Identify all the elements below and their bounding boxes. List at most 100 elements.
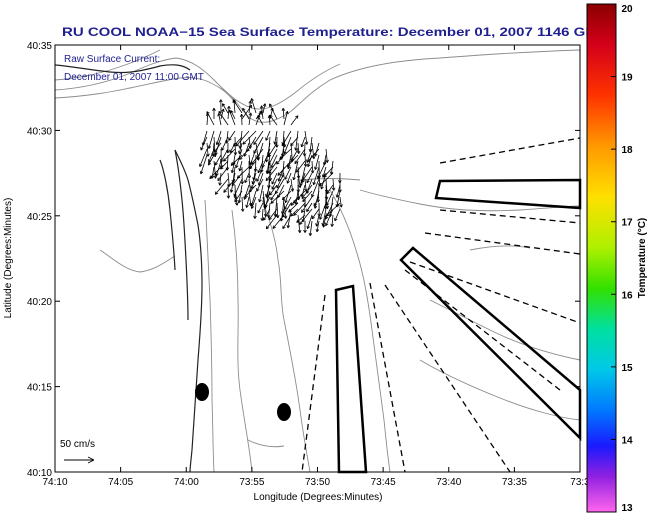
current-vector — [306, 172, 313, 184]
current-vector — [322, 214, 327, 228]
current-vector — [286, 208, 292, 229]
current-vector — [228, 109, 236, 126]
current-vector — [339, 196, 343, 208]
current-vector — [290, 178, 295, 192]
current-vector — [273, 130, 278, 145]
chart-title: RU COOL NOAA−15 Sea Surface Temperature:… — [62, 25, 608, 39]
scale-label: 50 cm/s — [60, 439, 95, 450]
y-tick-label: 40:20 — [27, 297, 52, 308]
current-vector — [259, 105, 264, 120]
current-vector — [325, 208, 334, 226]
current-vector — [238, 160, 243, 172]
current-vector — [263, 196, 271, 209]
current-vector — [277, 166, 285, 182]
current-vector — [250, 196, 257, 209]
current-vector — [265, 130, 271, 141]
x-tick-label: 73:55 — [239, 477, 264, 488]
current-vector — [292, 160, 299, 181]
current-vector — [307, 154, 313, 168]
current-vector — [250, 98, 257, 114]
current-vector — [199, 148, 208, 167]
y-axis-label: Latitude (Degrees:Minutes) — [3, 198, 14, 319]
current-annotation-line1: Raw Surface Current: — [64, 54, 160, 65]
current-vector — [303, 220, 307, 233]
current-vector — [206, 111, 215, 126]
current-vector — [326, 184, 334, 195]
current-vector — [270, 154, 278, 168]
current-vector — [290, 115, 299, 126]
x-tick-label: 73:50 — [305, 477, 330, 488]
station-marker — [277, 403, 291, 421]
current-vector — [283, 136, 292, 155]
current-vector — [311, 178, 320, 198]
current-vector — [199, 154, 208, 175]
current-vector — [218, 172, 222, 186]
current-vector — [314, 154, 320, 170]
colorbar-label: Temperature (°C) — [637, 218, 648, 299]
current-vector — [320, 172, 327, 190]
current-vector — [313, 190, 320, 209]
current-vector — [277, 160, 292, 176]
current-vector — [296, 214, 306, 223]
current-vector — [300, 136, 306, 148]
x-tick-label: 74:05 — [108, 477, 133, 488]
current-vector — [304, 130, 309, 145]
x-axis: 74:10 74:05 74:00 73:55 73:50 73:45 73:40 73:35… — [42, 45, 590, 488]
current-vector — [270, 190, 278, 201]
current-vector — [325, 196, 330, 209]
current-vector — [213, 142, 222, 153]
current-vector — [209, 166, 222, 180]
current-vector — [301, 184, 313, 200]
current-vector — [265, 184, 271, 198]
current-vector — [331, 178, 336, 191]
current-vector — [297, 172, 302, 188]
current-vector — [265, 214, 278, 230]
current-vector — [241, 104, 253, 120]
current-vector — [294, 148, 306, 165]
current-vector — [311, 208, 320, 220]
current-vector — [310, 160, 315, 174]
current-vector — [281, 107, 286, 120]
current-vector — [276, 154, 285, 165]
colorbar-tick-label: 20 — [621, 4, 633, 15]
current-vector — [214, 178, 229, 195]
coastline — [54, 64, 203, 473]
current-vector — [218, 110, 229, 126]
x-tick-label: 73:45 — [371, 477, 396, 488]
current-vector — [272, 214, 285, 229]
current-vector — [229, 172, 236, 193]
y-tick-label: 40:10 — [27, 468, 52, 479]
current-vector — [334, 208, 341, 222]
x-tick-label: 73:40 — [436, 477, 461, 488]
current-vector — [271, 172, 278, 185]
current-vector — [258, 184, 264, 203]
map-plot-area: 50 cm/s Raw Surface Current: December 01… — [54, 44, 582, 474]
current-vector — [265, 166, 278, 181]
current-vector — [297, 214, 302, 234]
current-vector — [286, 172, 292, 184]
current-vector — [301, 196, 313, 213]
current-vector — [221, 136, 229, 151]
current-vector — [214, 136, 222, 156]
current-vector — [284, 166, 292, 180]
y-axis: 40:35 40:30 40:25 40:20 40:15 40:10 — [27, 41, 580, 479]
y-tick-label: 40:30 — [27, 126, 52, 137]
colorbar-tick-label: 18 — [621, 145, 633, 156]
current-vector — [308, 220, 313, 237]
current-vector — [290, 196, 299, 206]
current-vector — [256, 178, 264, 192]
current-vector — [230, 160, 236, 174]
current-vector — [231, 172, 243, 187]
current-vector — [268, 103, 278, 120]
current-vector — [240, 196, 245, 212]
current-vector — [253, 202, 257, 219]
colorbar-tick-label: 16 — [621, 290, 633, 301]
colorbar-tick-label: 15 — [621, 363, 633, 374]
current-vector — [230, 154, 243, 166]
colorbar-tick-label: 14 — [621, 435, 633, 446]
surface-current-vectors — [199, 98, 343, 237]
current-vector — [268, 208, 278, 221]
current-vector — [215, 160, 222, 177]
current-vector — [257, 115, 264, 126]
